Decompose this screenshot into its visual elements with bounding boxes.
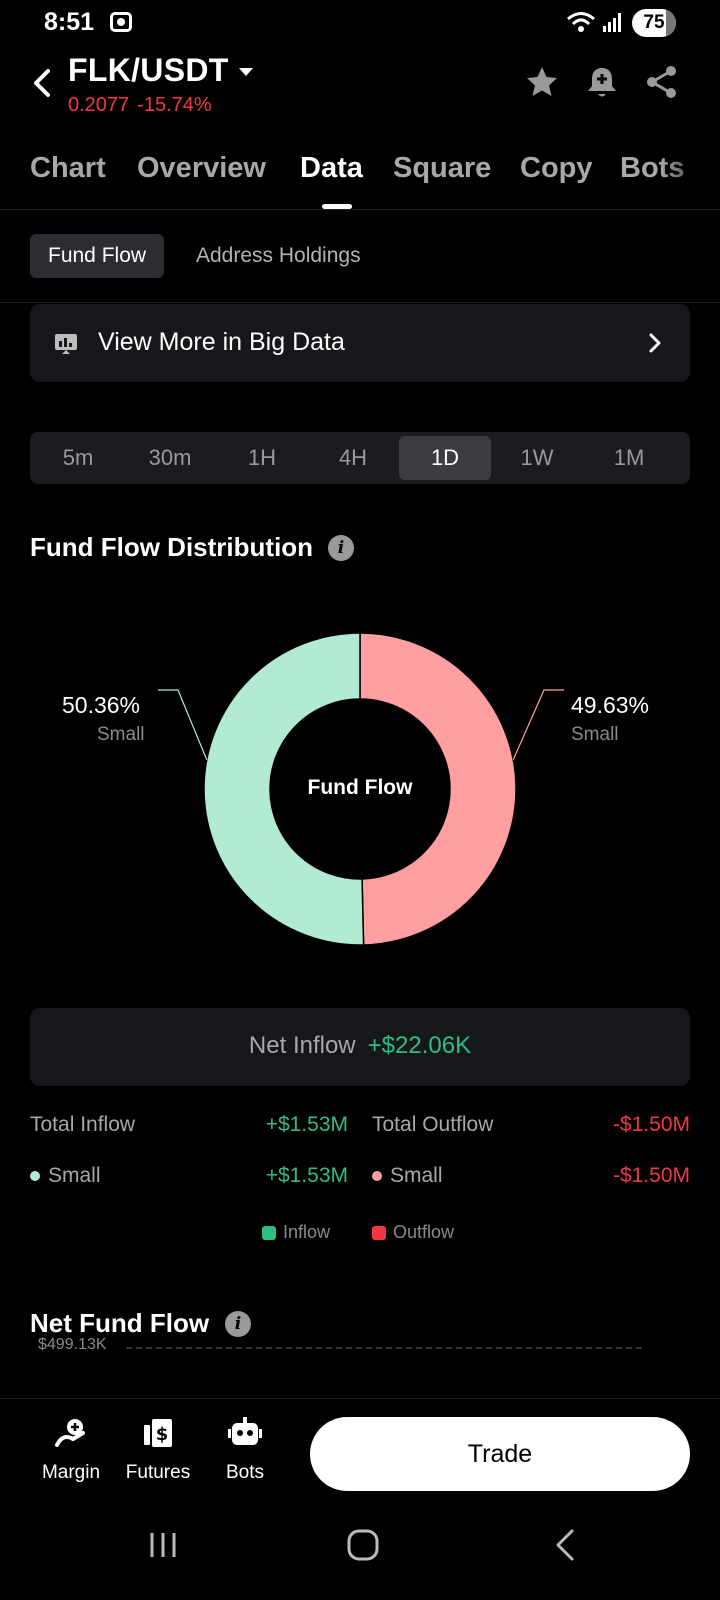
timeframe-1d[interactable]: 1D bbox=[399, 436, 491, 480]
pair-title[interactable]: FLK/USDT bbox=[68, 52, 229, 88]
margin-label: Margin bbox=[41, 1462, 101, 1483]
timeframe-4h[interactable]: 4H bbox=[338, 445, 368, 470]
donut-slice-inflow bbox=[203, 632, 365, 946]
screen-record-icon bbox=[110, 12, 132, 32]
outflow-percentage: 49.63% bbox=[571, 692, 650, 718]
last-price: 0.2077 bbox=[68, 94, 130, 116]
total-outflow-value: -$1.50M bbox=[612, 1113, 690, 1136]
bots-label: Bots bbox=[225, 1462, 265, 1483]
svg-text:$: $ bbox=[156, 1424, 169, 1445]
view-big-data-card[interactable]: View More in Big Data bbox=[30, 304, 690, 382]
small-inflow-label: Small bbox=[48, 1164, 101, 1187]
price-row: 0.2077 -15.74% bbox=[68, 94, 212, 117]
info-icon[interactable]: i bbox=[225, 1311, 251, 1337]
gridline bbox=[126, 1347, 642, 1349]
outflow-dot bbox=[372, 1171, 382, 1181]
inflow-percentage: 50.36% bbox=[62, 692, 141, 718]
battery-indicator: 75 bbox=[632, 9, 676, 37]
home-icon[interactable] bbox=[346, 1528, 380, 1562]
tab-chart[interactable]: Chart bbox=[30, 152, 106, 184]
timeframe-1w[interactable]: 1W bbox=[520, 445, 554, 470]
total-outflow-label: Total Outflow bbox=[372, 1113, 494, 1136]
back-icon[interactable] bbox=[30, 66, 56, 100]
tab-fade bbox=[660, 148, 720, 198]
tab-square[interactable]: Square bbox=[393, 152, 492, 184]
active-tab-indicator bbox=[322, 204, 352, 209]
small-inflow-value: +$1.53M bbox=[265, 1164, 348, 1187]
pair-header: FLK/USDT 0.2077 -15.74% bbox=[0, 50, 720, 120]
timeframe-5m[interactable]: 5m bbox=[62, 445, 94, 470]
futures-icon: $ bbox=[144, 1419, 172, 1447]
subtab-address-holdings[interactable]: Address Holdings bbox=[196, 244, 361, 267]
tab-data[interactable]: Data bbox=[300, 152, 363, 184]
timeframe-1h[interactable]: 1H bbox=[247, 445, 277, 470]
donut-slice-outflow bbox=[359, 632, 517, 946]
share-icon[interactable] bbox=[644, 64, 680, 100]
net-inflow: Net Inflow +$22.06K bbox=[30, 1032, 690, 1060]
timeframe-1m[interactable]: 1M bbox=[613, 445, 645, 470]
small-outflow-label: Small bbox=[390, 1164, 443, 1187]
star-icon[interactable] bbox=[524, 64, 560, 100]
net-inflow-box: Net Inflow +$22.06K bbox=[30, 1008, 690, 1086]
leader-line-outflow bbox=[512, 689, 564, 761]
fund-flow-donut-chart bbox=[158, 632, 564, 946]
divider bbox=[0, 302, 720, 303]
wifi-icon bbox=[567, 12, 595, 32]
inflow-category: Small bbox=[97, 724, 145, 745]
donut-center-label: Fund Flow bbox=[307, 776, 413, 799]
tab-copy[interactable]: Copy bbox=[520, 152, 593, 184]
robot-icon bbox=[228, 1417, 262, 1445]
outflow-category: Small bbox=[571, 724, 619, 745]
inflow-dot bbox=[30, 1171, 40, 1181]
net-inflow-label: Net Inflow bbox=[248, 1032, 356, 1059]
big-data-label: View More in Big Data bbox=[98, 328, 345, 356]
status-time: 8:51 bbox=[44, 8, 95, 36]
net-fund-flow-title: Net Fund Flow bbox=[30, 1308, 210, 1338]
info-icon[interactable]: i bbox=[328, 535, 354, 561]
bar-chart-icon bbox=[55, 334, 77, 354]
main-tabs: Chart Overview Data Square Copy Bots bbox=[0, 148, 720, 210]
futures-label: Futures bbox=[125, 1462, 191, 1483]
nav-back-icon[interactable] bbox=[554, 1528, 576, 1562]
caret-down-icon[interactable] bbox=[236, 62, 256, 82]
total-inflow-label: Total Inflow bbox=[30, 1113, 136, 1136]
legend-outflow: Outflow bbox=[393, 1222, 455, 1242]
signal-icon bbox=[603, 13, 621, 32]
price-change: -15.74% bbox=[137, 94, 212, 116]
bots-button[interactable]: Bots bbox=[200, 1415, 290, 1484]
total-inflow-value: +$1.53M bbox=[265, 1113, 348, 1136]
system-nav-bar bbox=[0, 1508, 720, 1600]
futures-button[interactable]: $ Futures bbox=[113, 1415, 203, 1484]
margin-button[interactable]: Margin bbox=[26, 1415, 116, 1484]
legend-inflow-swatch bbox=[262, 1226, 276, 1240]
tab-overview[interactable]: Overview bbox=[137, 152, 266, 184]
trade-button[interactable]: Trade bbox=[310, 1417, 690, 1491]
recent-apps-icon[interactable] bbox=[148, 1530, 178, 1560]
legend-outflow-swatch bbox=[372, 1226, 386, 1240]
legend-inflow: Inflow bbox=[283, 1222, 331, 1242]
chevron-right-icon bbox=[649, 333, 661, 353]
margin-icon bbox=[55, 1419, 85, 1447]
bottom-action-bar: Margin $ Futures Bots Trade bbox=[0, 1398, 720, 1508]
timeframe-selector: 5m 30m 1H 4H 1D 1W 1M bbox=[30, 432, 690, 484]
leader-line-inflow bbox=[158, 689, 208, 760]
subtab-fund-flow[interactable]: Fund Flow bbox=[30, 234, 165, 278]
distribution-title: Fund Flow Distribution bbox=[30, 532, 314, 562]
net-inflow-value: +$22.06K bbox=[367, 1032, 472, 1059]
small-outflow-value: -$1.50M bbox=[612, 1164, 690, 1187]
add-alert-icon[interactable] bbox=[584, 64, 620, 100]
timeframe-30m[interactable]: 30m bbox=[148, 445, 192, 470]
status-bar: 8:51 75 bbox=[0, 0, 720, 48]
axis-top-label: $499.13K bbox=[38, 1336, 107, 1353]
